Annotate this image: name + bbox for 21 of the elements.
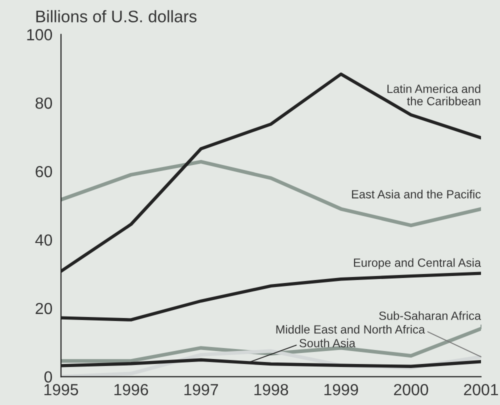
y-tick-label: 0 <box>44 371 52 383</box>
y-tick-label: 80 <box>36 98 52 109</box>
series-label: Latin America and the Caribbean <box>387 84 480 106</box>
line-series <box>61 160 481 228</box>
x-tick-label: 1995 <box>44 384 78 396</box>
x-tick-label: 2001 <box>464 384 498 396</box>
x-tick-label: 1999 <box>324 384 358 396</box>
y-tick-label: 60 <box>36 166 52 178</box>
series-label: South Asia <box>300 338 356 348</box>
series-label: Sub-Saharan Africa <box>379 311 482 320</box>
x-tick-label: 1996 <box>114 384 148 396</box>
series-label: Middle East and North Africa <box>276 324 426 334</box>
y-tick-label: 100 <box>27 29 52 40</box>
series-label: Europe and Central Asia <box>354 258 482 270</box>
y-tick-label: 20 <box>36 302 52 314</box>
y-tick-label: 40 <box>35 234 52 246</box>
y-axis-title: Billions of U.S. dollars <box>36 10 196 22</box>
series-label: East Asia and the Pacific <box>352 190 481 198</box>
x-tick-label: 1997 <box>184 384 218 396</box>
x-tick-label: 1998 <box>254 384 288 396</box>
x-tick-label: 2000 <box>394 384 428 396</box>
